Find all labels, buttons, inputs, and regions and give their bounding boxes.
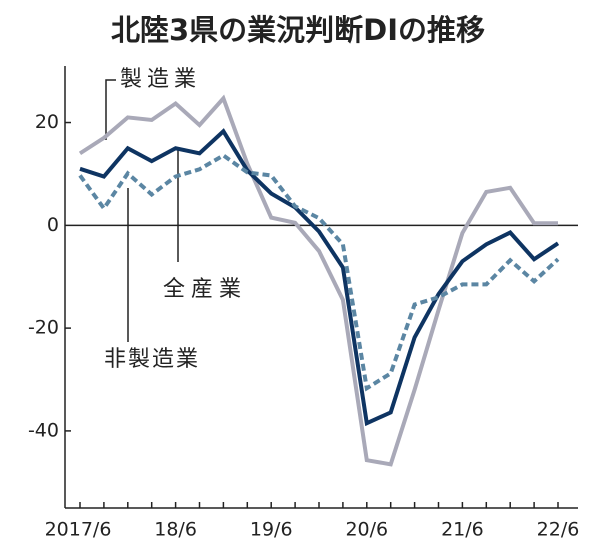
series-label: 非製造業 xyxy=(104,347,200,372)
y-tick-label: -40 xyxy=(28,419,59,441)
y-tick-label: 0 xyxy=(47,214,59,236)
x-tick-label: 20/6 xyxy=(345,519,388,541)
x-tick-label: 21/6 xyxy=(441,519,484,541)
series-label: 製造業 xyxy=(120,67,201,92)
y-tick-label: 20 xyxy=(35,111,59,133)
series-label: 全産業 xyxy=(163,277,247,302)
x-tick-label: 18/6 xyxy=(154,519,197,541)
annotation-leaders xyxy=(105,79,179,342)
x-tick-label: 22/6 xyxy=(537,519,580,541)
series-line xyxy=(79,128,560,427)
x-tick-label: 2017/6 xyxy=(45,519,112,541)
y-tick-label: -20 xyxy=(28,317,59,339)
x-tick-label: 19/6 xyxy=(250,519,293,541)
leader-line xyxy=(105,79,116,140)
chart-title: 北陸3県の業況判断DIの推移 xyxy=(111,13,485,47)
series-line xyxy=(78,94,558,467)
series-line xyxy=(78,153,560,392)
